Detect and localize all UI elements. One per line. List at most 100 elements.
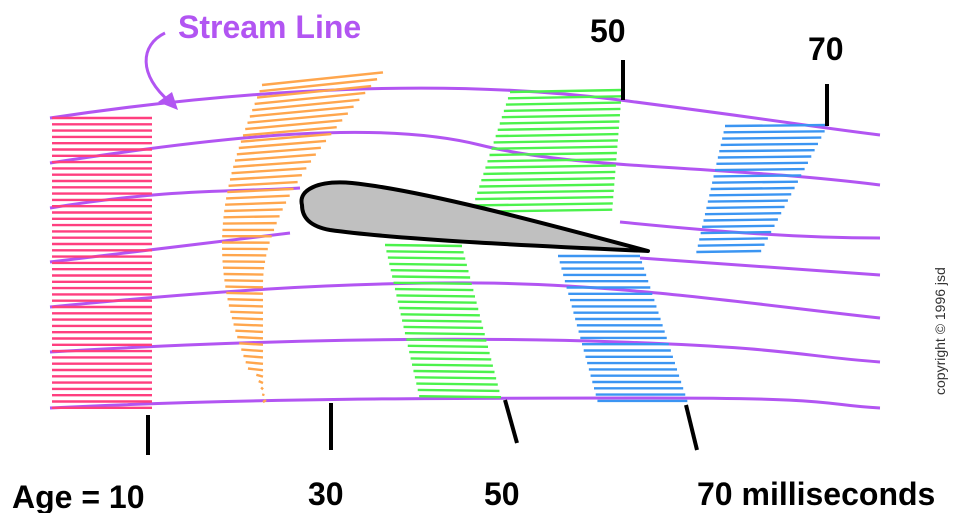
particle-streak (400, 313, 480, 317)
particle-streak (724, 123, 829, 128)
particle-streak (393, 281, 472, 285)
particle-streak (241, 348, 264, 353)
particle-streak (487, 158, 617, 163)
particle-streak (403, 325, 484, 330)
particle-streak (720, 142, 818, 147)
age-70-label: 70 milliseconds (697, 476, 935, 512)
particle-streak (501, 114, 620, 119)
particle-streak (234, 153, 316, 162)
particle-streak (481, 177, 615, 182)
particle-streak (231, 167, 307, 175)
particle-streak (231, 316, 264, 321)
particle-streak (237, 335, 264, 340)
particle-streak (259, 78, 378, 93)
particle-streak (704, 212, 782, 216)
particle-streak (225, 285, 264, 289)
particle-streak (396, 294, 476, 298)
particle-streak (717, 155, 812, 159)
particle-streak (239, 342, 264, 346)
particle-streak (709, 193, 792, 197)
particle-streak (235, 329, 264, 334)
particle-streak (233, 160, 312, 169)
particle-streak (260, 386, 264, 391)
particle-streak (413, 369, 495, 374)
stream-line-1 (49, 86, 881, 137)
particle-streak (247, 112, 349, 124)
particle-streak (703, 218, 778, 222)
particle-streak (224, 208, 283, 213)
particle-streak (225, 201, 287, 206)
particle-streak (706, 205, 785, 210)
particle-streak (227, 298, 264, 302)
particle-streak (389, 262, 467, 267)
particle-streak (485, 164, 616, 169)
top-70-label: 70 (808, 31, 844, 67)
stream-line-2 (49, 130, 881, 187)
particle-streak (238, 139, 327, 150)
particle-streak (419, 395, 502, 399)
particle-streak (233, 323, 264, 327)
age-50-label: 50 (484, 476, 520, 512)
particle-streak (473, 202, 613, 207)
particle-streak (247, 367, 264, 372)
particle-streak (491, 145, 618, 150)
particle-streak (242, 126, 337, 137)
particle-streak (390, 269, 469, 273)
particle-streak (240, 132, 332, 143)
particle-streak (410, 357, 492, 361)
particle-band-age-50-lower (384, 243, 502, 399)
particle-streak (700, 230, 772, 235)
particle-streak (245, 119, 343, 131)
particle-streak (493, 139, 618, 144)
particle-streak (387, 256, 466, 260)
particle-streak (702, 224, 775, 228)
particle-streak (261, 71, 384, 87)
particle-streak (406, 338, 487, 342)
particle-streak (716, 161, 808, 165)
particle-streak (254, 91, 366, 106)
particle-streak (722, 136, 822, 140)
particle-streak (228, 180, 298, 187)
particle-streak (227, 187, 294, 194)
stream-line-7 (49, 396, 881, 410)
particle-streak (723, 130, 825, 134)
particle-streak (412, 363, 493, 367)
particle-streak (414, 376, 497, 380)
particle-streak (226, 194, 290, 200)
stream-line-6 (49, 337, 881, 364)
particle-streak (507, 95, 622, 100)
particle-streak (229, 173, 302, 181)
particle-streak (417, 388, 500, 393)
particle-streak (719, 149, 815, 153)
particle-streak (399, 306, 479, 311)
particle-streak (256, 84, 372, 99)
particle-streak (228, 304, 264, 308)
particle-streak (386, 250, 464, 254)
particle-streak (230, 310, 264, 315)
particle-streak (699, 237, 768, 241)
particle-band-age-70-upper (696, 123, 829, 254)
particle-streak (258, 380, 264, 385)
particle-streak (243, 354, 264, 359)
particle-streak (402, 319, 482, 323)
particle-streak (495, 132, 619, 138)
particle-streak (223, 272, 264, 276)
particle-streak (696, 249, 762, 254)
stream-lines (49, 86, 881, 410)
particle-streak (384, 243, 463, 248)
stream-line-5 (49, 281, 881, 320)
particle-streak (397, 300, 477, 304)
particle-band-age-30 (222, 71, 384, 404)
tick-age-50 (503, 399, 519, 444)
particle-streak (713, 174, 802, 178)
particle-streak (392, 275, 471, 279)
particle-streak (416, 382, 498, 386)
age-30-label: 30 (308, 476, 344, 512)
particle-streak (255, 373, 264, 378)
age-10-label: Age = 10 (12, 479, 145, 513)
particle-streak (499, 120, 620, 125)
particle-streak (261, 393, 265, 397)
particle-streak (224, 279, 264, 283)
particle-streak (697, 243, 765, 247)
